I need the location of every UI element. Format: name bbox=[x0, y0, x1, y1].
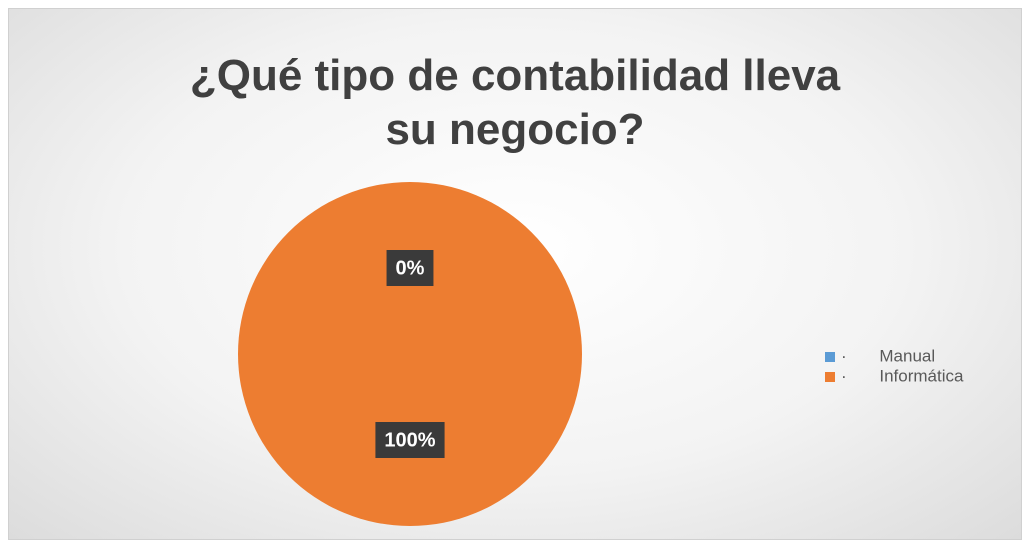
data-label: 0% bbox=[396, 257, 425, 279]
legend-label: · Manual bbox=[841, 346, 935, 365]
data-label-box bbox=[375, 422, 445, 458]
data-label: 100% bbox=[384, 429, 435, 451]
legend-swatch bbox=[825, 372, 835, 382]
data-label-box bbox=[386, 250, 434, 286]
legend-label: · Informática bbox=[841, 366, 964, 385]
pie-slice bbox=[238, 182, 582, 526]
chart-title: ¿Qué tipo de contabilidad lleva su negoc… bbox=[189, 51, 841, 154]
legend-swatch bbox=[825, 352, 835, 362]
